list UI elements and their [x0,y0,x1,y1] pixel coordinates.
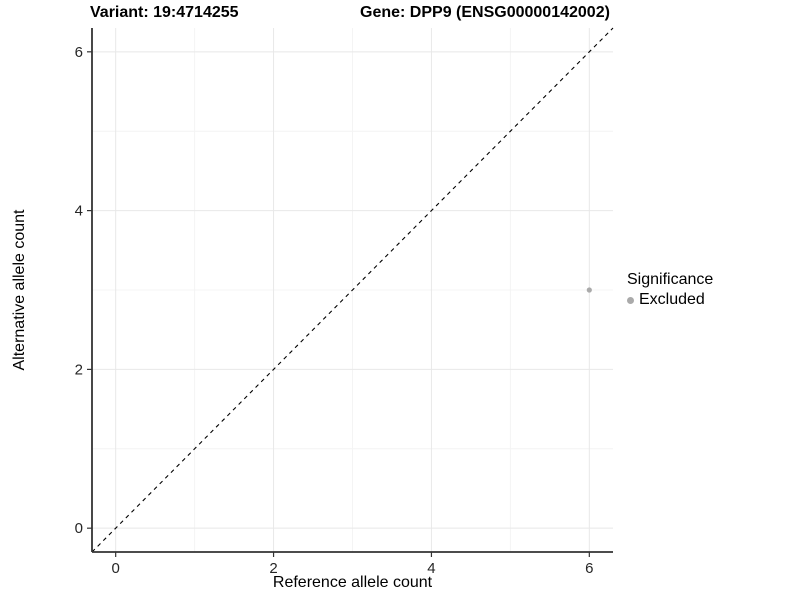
data-point [586,287,592,293]
identity-line [91,27,614,553]
y-axis-title: Alternative allele count [11,209,28,371]
legend-title: Significance [627,271,714,288]
y-tick-label: 6 [75,44,83,61]
x-tick-label: 2 [269,560,277,577]
legend-point-icon [627,296,634,304]
plot-panel-svg: 0 2 4 6 0 2 4 6 [75,27,614,577]
x-axis-title: Reference allele count [272,574,433,591]
y-tick-label: 2 [75,361,83,378]
legend-item-excluded: Excluded [627,291,713,309]
x-tick-label: 0 [112,560,120,577]
x-tick-label: 4 [427,560,435,577]
legend: Significance Excluded [627,271,713,309]
plot-title-variant: Variant: 19:4714255 [90,4,239,21]
legend-item-label: Excluded [639,291,705,308]
plot-title-gene: Gene: DPP9 (ENSG00000142002) [360,4,610,21]
y-tick-label: 4 [75,203,83,220]
y-tick-label: 0 [75,520,83,537]
x-tick-label: 6 [585,560,593,577]
